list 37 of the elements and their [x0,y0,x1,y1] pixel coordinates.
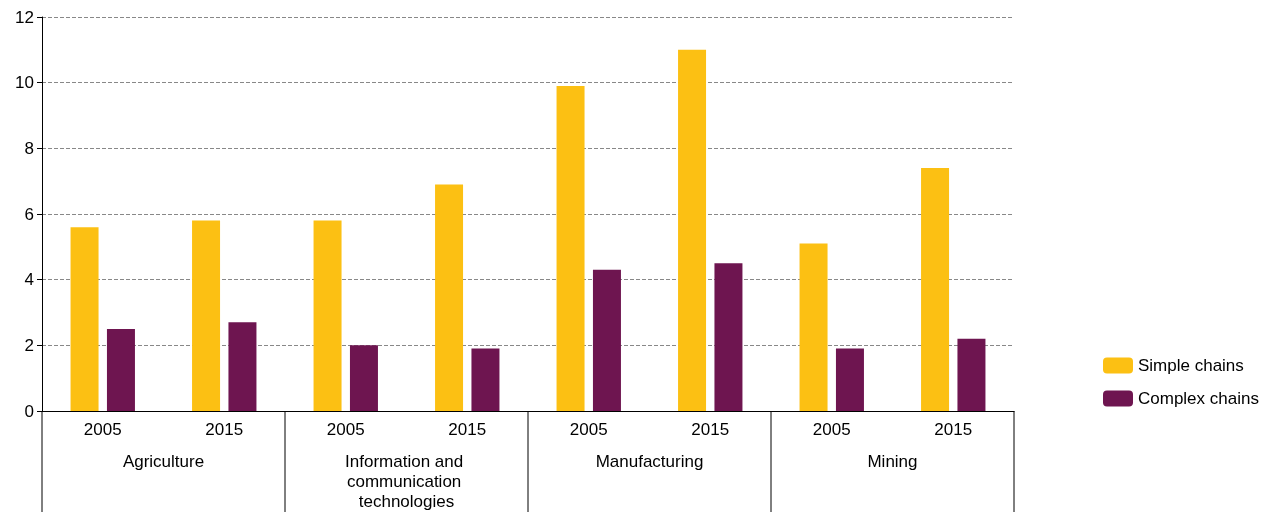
bar [106,328,135,411]
bar [313,220,342,411]
bar [799,243,828,411]
x-tick-label: 2005 [83,420,122,439]
bar [921,168,950,411]
bar [349,345,378,411]
x-tick-label: 2015 [448,420,487,439]
bar [471,348,500,411]
bar [714,263,743,411]
text: Agriculture [122,451,205,471]
bar [678,49,707,411]
text: Information and communication technologies [345,451,468,511]
y-tick-label: 4 [24,270,34,290]
y-tick-label: 12 [15,7,34,27]
x-tick-label: 2015 [934,420,973,439]
x-tick-label: 2005 [326,420,365,439]
y-tick-label: 0 [24,401,34,421]
bar [435,184,464,411]
bar [192,220,221,411]
x-tick-label: 2015 [691,420,730,439]
bar [556,85,585,411]
bar [228,322,257,411]
bar [592,269,621,411]
y-tick-label: 10 [15,73,34,93]
bar [835,348,864,411]
y-tick-label: 8 [24,138,34,158]
text: Manufacturing [595,451,704,471]
legend-label: Simple chains [1138,356,1244,375]
y-tick-label: 6 [24,204,34,224]
x-tick-label: 2005 [569,420,608,439]
y-tick-label: 2 [24,335,34,355]
x-tick-label: 2015 [205,420,244,439]
bar [957,338,986,411]
x-tick-label: 2005 [812,420,851,439]
bar [70,227,99,411]
text: Mining [867,451,918,471]
legend-label: Complex chains [1138,389,1259,408]
